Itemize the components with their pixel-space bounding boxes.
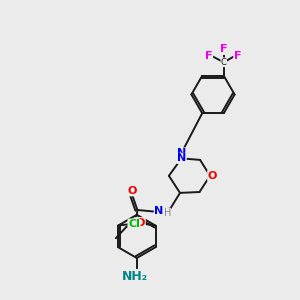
Text: N: N (177, 148, 186, 158)
Text: F: F (205, 51, 213, 61)
Text: N: N (177, 153, 186, 164)
Text: NH₂: NH₂ (122, 269, 148, 283)
Text: H: H (164, 208, 171, 218)
Text: C: C (221, 58, 227, 67)
Text: F: F (234, 51, 241, 61)
Text: O: O (208, 171, 217, 181)
Text: O: O (127, 186, 137, 196)
Text: F: F (220, 44, 228, 54)
Text: O: O (136, 218, 145, 228)
Text: N: N (154, 206, 164, 217)
Text: Cl: Cl (128, 219, 140, 229)
